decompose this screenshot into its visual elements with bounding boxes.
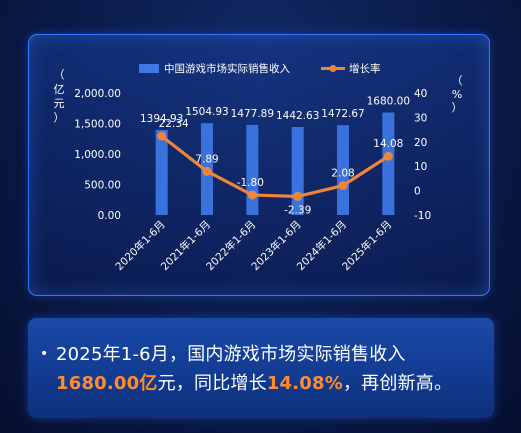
bar [155,129,168,215]
bar [337,125,349,215]
growth-line [160,134,390,199]
growth-highlight: 14.08% [266,373,343,394]
y-left-tick-label: 0.00 [98,210,121,222]
y-axis-left-title-char: （ [54,68,65,81]
bar [382,112,395,215]
y-right-tick-label: 10 [414,161,427,173]
summary-tail: ，再创新高。 [342,373,453,394]
legend-bar-label: 中国游戏市场实际销售收入 [164,62,290,75]
y-axis-right-title-char: % [452,88,462,101]
growth-value-label: 14.08 [373,138,403,150]
bar-value-label: 1472.67 [321,108,364,120]
summary-panel: • 2025年1-6月，国内游戏市场实际销售收入 1680.00亿元，同比增长14… [28,318,494,418]
bar-value-label: 1394.93 [140,113,183,125]
growth-value-label: 2.08 [331,168,354,180]
bar [291,126,304,215]
y-right-tick-label: 0 [414,186,421,198]
bullet-icon: • [40,346,49,362]
combo-chart: 中国游戏市场实际销售收入 增长率（亿元）（%）0.00500.001,000.00… [54,62,463,273]
growth-point [338,181,348,191]
bar-value-label: 1504.93 [185,106,228,118]
y-left-tick-label: 500.00 [84,180,121,192]
chart-panel: 中国游戏市场实际销售收入 增长率（亿元）（%） 0.00 500.00 1,000.00… [28,34,490,296]
y-right-tick-label: 30 [414,112,427,124]
legend-line-label: 增长率 [349,62,381,75]
growth-value-label: -2.39 [284,204,311,216]
growth-value-label: -1.80 [237,177,264,189]
summary-line2: 1680.00亿元，同比增长14.08%，再创新高。 [40,369,490,398]
y-right-tick-label: 40 [414,88,427,100]
summary-mid: 元，同比增长 [157,373,267,394]
growth-point [157,131,167,141]
y-left-tick-label: 1,000.00 [74,149,121,161]
growth-point [247,190,257,200]
revenue-highlight: 1680.00亿 [56,373,158,394]
y-axis-left-title-char: ） [54,111,65,124]
y-axis-left-title-char: 元 [54,97,65,110]
legend-bar-swatch [139,64,159,73]
bar-value-label: 1442.63 [276,110,319,122]
growth-point [383,151,393,161]
summary-line1: 2025年1-6月，国内游戏市场实际销售收入 [56,344,406,365]
bar [246,124,259,215]
bar-value-label: 1680.00 [367,96,410,108]
growth-value-label: 22.34 [159,118,189,130]
y-axis-right-title-char: （ [452,74,463,87]
y-right-tick-label: -10 [414,210,431,222]
summary-text: • 2025年1-6月，国内游戏市场实际销售收入 1680.00亿元，同比增长14… [40,340,490,398]
growth-point [293,191,303,201]
y-axis-right-title-char: ） [452,101,463,114]
growth-value-label: 7.89 [195,153,218,165]
y-right-tick-label: 20 [414,137,427,149]
y-left-tick-label: 1,500.00 [74,119,121,131]
bar-value-label: 1477.89 [231,108,274,120]
legend-line-marker [329,65,337,72]
growth-point [202,166,212,176]
y-left-tick-label: 2,000.00 [74,88,121,100]
y-axis-left-title-char: 亿 [54,83,65,96]
